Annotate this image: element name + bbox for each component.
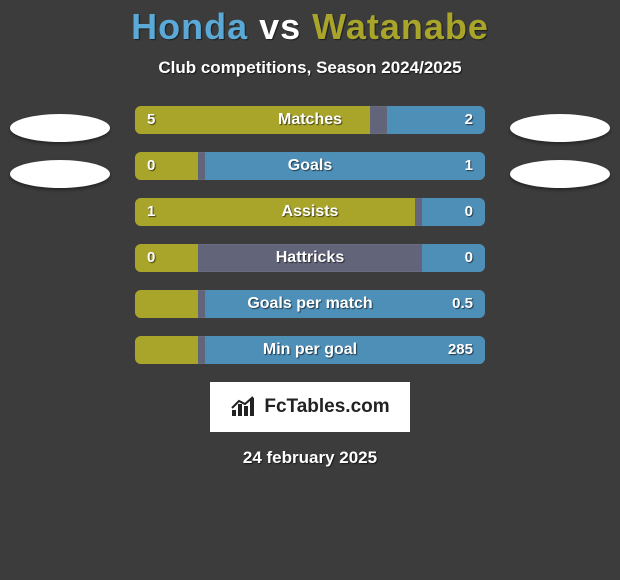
stat-label: Hattricks [135,244,485,272]
date: 24 february 2025 [0,448,620,468]
stat-label: Goals [135,152,485,180]
bar-chart-icon [230,396,258,418]
player-a-avatar-placeholder [10,114,110,142]
stat-label: Min per goal [135,336,485,364]
stat-row: 285Min per goal [135,336,485,364]
vs-separator: vs [248,6,312,47]
stat-label: Assists [135,198,485,226]
site-logo: FcTables.com [210,382,410,432]
chart-area: 52Matches 01Goals 10Assists 00Hattricks 0.5G… [0,106,620,364]
stat-row: 10Assists [135,198,485,226]
stat-row: 01Goals [135,152,485,180]
page-title: Honda vs Watanabe [0,6,620,48]
logo-text: FcTables.com [264,396,389,418]
stat-label: Matches [135,106,485,134]
stat-bars: 52Matches 01Goals 10Assists 00Hattricks 0.5G… [135,106,485,364]
stat-row: 00Hattricks [135,244,485,272]
stat-row: 52Matches [135,106,485,134]
stat-row: 0.5Goals per match [135,290,485,318]
stat-label: Goals per match [135,290,485,318]
player-a-avatar-shadow [10,160,110,188]
comparison-infographic: Honda vs Watanabe Club competitions, Sea… [0,0,620,468]
subtitle: Club competitions, Season 2024/2025 [0,58,620,78]
player-b-avatar-placeholder [510,114,610,142]
player-b-name: Watanabe [312,6,489,47]
player-b-avatar-shadow [510,160,610,188]
player-a-name: Honda [131,6,248,47]
